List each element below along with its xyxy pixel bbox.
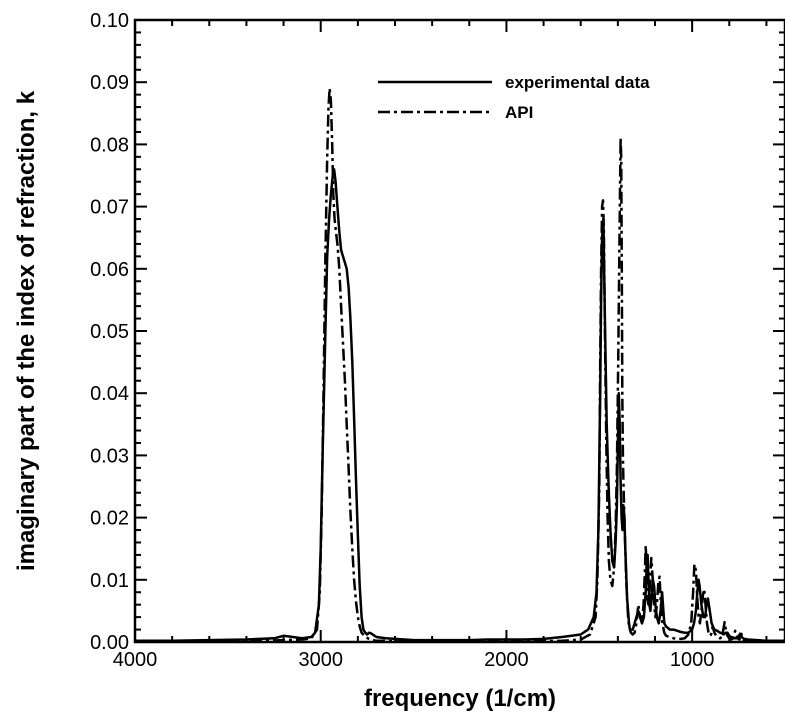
y-tick-label: 0.01 [90, 570, 129, 592]
legend: experimental data API [378, 73, 650, 122]
series-layer [135, 87, 785, 643]
ticks-layer: 4000 3000 2000 1000 0.00 0.01 0.02 0.03 0.04 0.05… [90, 10, 785, 671]
y-tick-label: 0.00 [90, 632, 129, 654]
x-axis-title: frequency (1/cm) [364, 685, 556, 712]
y-axis-title: imaginary part of the index of refractio… [13, 90, 40, 571]
y-tick-label: 0.08 [90, 134, 129, 156]
series-line-api [135, 87, 785, 643]
y-tick-label: 0.10 [90, 10, 129, 32]
y-tick-label: 0.05 [90, 321, 129, 343]
x-tick-label: 4000 [113, 649, 158, 671]
x-tick-label: 3000 [298, 649, 343, 671]
x-tick-label: 2000 [484, 649, 529, 671]
y-tick-label: 0.03 [90, 445, 129, 467]
y-tick-label: 0.09 [90, 72, 129, 94]
series-line-experimental-data [135, 168, 785, 643]
legend-label-api: API [505, 103, 533, 122]
y-tick-label: 0.02 [90, 508, 129, 530]
y-tick-label: 0.06 [90, 259, 129, 281]
x-tick-label: 1000 [670, 649, 715, 671]
y-tick-label: 0.04 [90, 383, 129, 405]
legend-label-experimental-data: experimental data [505, 73, 650, 92]
y-tick-label: 0.07 [90, 197, 129, 219]
